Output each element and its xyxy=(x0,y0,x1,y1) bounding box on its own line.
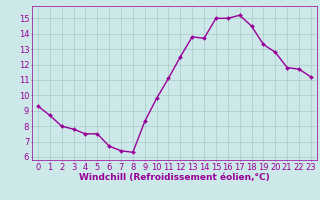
X-axis label: Windchill (Refroidissement éolien,°C): Windchill (Refroidissement éolien,°C) xyxy=(79,173,270,182)
